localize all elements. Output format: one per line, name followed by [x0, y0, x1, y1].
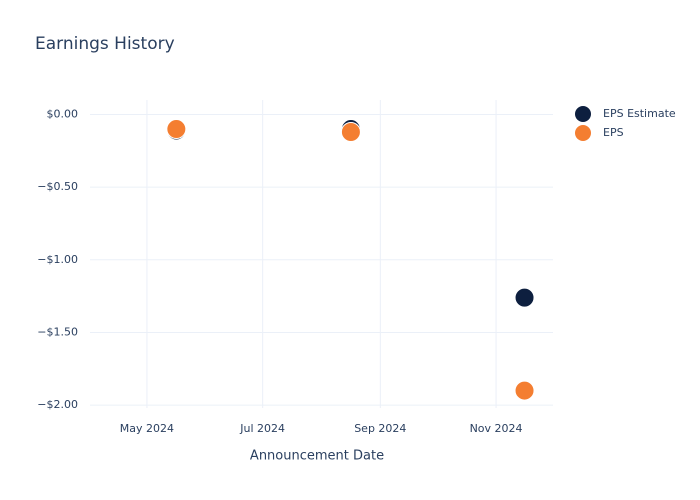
x-tick-label: May 2024	[120, 422, 174, 435]
chart-title: Earnings History	[35, 34, 175, 54]
y-tick-label: $0.00	[47, 108, 79, 121]
point	[514, 380, 535, 401]
x-tick-label: Sep 2024	[354, 422, 406, 435]
y-tick-label: −$2.00	[37, 398, 78, 411]
legend-label: EPS	[603, 126, 624, 139]
legend-marker	[575, 125, 591, 141]
x-tick-label: Nov 2024	[470, 422, 523, 435]
y-tick-label: −$1.50	[37, 325, 78, 338]
point	[514, 287, 535, 308]
y-tick-label: −$0.50	[37, 180, 78, 193]
x-tick-label: Jul 2024	[239, 422, 285, 435]
legend-marker	[575, 106, 591, 122]
legend-label: EPS Estimate	[603, 107, 676, 120]
point	[166, 119, 187, 140]
y-tick-label: −$1.00	[37, 253, 78, 266]
x-axis-label: Announcement Date	[250, 449, 384, 464]
point	[340, 121, 361, 142]
